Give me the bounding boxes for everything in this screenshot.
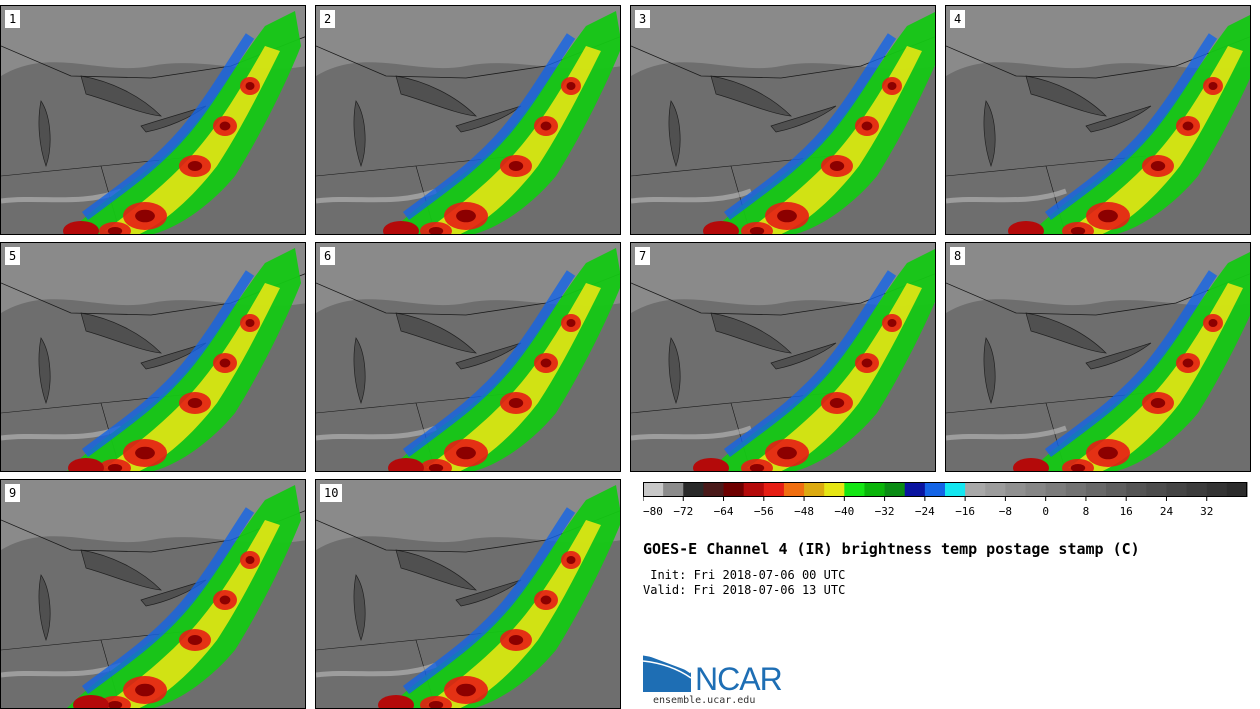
panel-number: 9 — [5, 484, 21, 502]
colorbar-swatch — [743, 482, 765, 497]
map-panel-5: 5 — [0, 242, 306, 472]
colorbar-swatch — [683, 482, 704, 497]
colorbar-swatch — [763, 482, 785, 497]
colorbar-swatch — [643, 482, 664, 497]
map-panel-3: 3 — [630, 5, 936, 235]
map-panel-10: 10 — [315, 479, 621, 709]
map-panel-2: 2 — [315, 5, 621, 235]
satellite-image — [316, 6, 620, 234]
init-time: Init: Fri 2018-07-06 00 UTC — [643, 568, 846, 582]
map-panel-1: 1 — [0, 5, 306, 235]
panel-number: 7 — [635, 247, 651, 265]
colorbar-swatch — [924, 482, 946, 497]
satellite-image — [1, 6, 305, 234]
satellite-image — [316, 480, 620, 708]
map-panel-9: 9 — [0, 479, 306, 709]
colorbar-swatch — [663, 482, 684, 497]
colorbar-swatch — [844, 482, 865, 497]
colorbar-tick-label: −56 — [754, 505, 774, 518]
colorbar-swatch — [703, 482, 725, 497]
colorbar-tick-label: −24 — [915, 505, 935, 518]
colorbar-swatch — [1166, 482, 1188, 497]
colorbar-swatch — [1226, 482, 1248, 497]
map-panel-8: 8 — [945, 242, 1251, 472]
colorbar-swatch — [884, 482, 906, 497]
colorbar-tick-label: 24 — [1160, 505, 1174, 518]
colorbar-swatch — [723, 482, 745, 497]
ncar-logo: NCAR — [643, 652, 783, 696]
satellite-image — [631, 243, 935, 471]
satellite-image — [631, 6, 935, 234]
colorbar-swatch — [1025, 482, 1047, 497]
figure-title: GOES-E Channel 4 (IR) brightness temp po… — [643, 540, 1140, 558]
colorbar-swatch — [1005, 482, 1027, 497]
panel-number: 8 — [950, 247, 966, 265]
colorbar-tick-label: −48 — [794, 505, 814, 518]
colorbar-tick-label: −8 — [999, 505, 1012, 518]
colorbar-swatch — [1186, 482, 1208, 497]
colorbar-swatch — [1106, 482, 1127, 497]
panel-number: 4 — [950, 10, 966, 28]
panel-number: 10 — [320, 484, 343, 502]
valid-time: Valid: Fri 2018-07-06 13 UTC — [643, 583, 846, 597]
colorbar-tick-label: 0 — [1042, 505, 1049, 518]
satellite-image — [1, 243, 305, 471]
panel-number: 6 — [320, 247, 336, 265]
colorbar-swatch — [904, 482, 926, 497]
colorbar-swatch — [1146, 482, 1167, 497]
satellite-image — [946, 243, 1250, 471]
satellite-image — [316, 243, 620, 471]
colorbar-tick-label: −64 — [714, 505, 734, 518]
colorbar-tick-label: −32 — [875, 505, 895, 518]
colorbar-swatch — [965, 482, 986, 497]
colorbar-swatch — [783, 482, 805, 497]
panel-number: 3 — [635, 10, 651, 28]
map-panel-4: 4 — [945, 5, 1251, 235]
satellite-image — [1, 480, 305, 708]
panel-number: 2 — [320, 10, 336, 28]
map-panel-7: 7 — [630, 242, 936, 472]
colorbar-tick-label: −16 — [955, 505, 975, 518]
colorbar-swatch — [1126, 482, 1147, 497]
colorbar-swatch — [1085, 482, 1107, 497]
logo-text: NCAR — [695, 661, 782, 696]
colorbar-tick-label: −72 — [673, 505, 693, 518]
website-url: ensemble.ucar.edu — [653, 695, 756, 706]
colorbar-tick-label: −40 — [834, 505, 854, 518]
colorbar-swatch — [1206, 482, 1228, 497]
map-panel-6: 6 — [315, 242, 621, 472]
satellite-image — [946, 6, 1250, 234]
colorbar-tick-label: 32 — [1200, 505, 1213, 518]
colorbar-swatch — [824, 482, 845, 497]
colorbar: −80 −72 −64 −56 −48 −40 −32 −24 −16 −8 0 8 16 24 32 — [643, 482, 1248, 518]
colorbar-swatch — [864, 482, 886, 497]
colorbar-swatch — [1045, 482, 1067, 497]
colorbar-swatch — [945, 482, 966, 497]
colorbar-swatch — [985, 482, 1006, 497]
colorbar-tick-label: 8 — [1083, 505, 1090, 518]
panel-number: 1 — [5, 10, 21, 28]
colorbar-tick-label: 16 — [1120, 505, 1133, 518]
colorbar-swatch — [1065, 482, 1087, 497]
colorbar-tick-label: −80 — [643, 505, 663, 518]
colorbar-swatch — [804, 482, 825, 497]
panel-number: 5 — [5, 247, 21, 265]
